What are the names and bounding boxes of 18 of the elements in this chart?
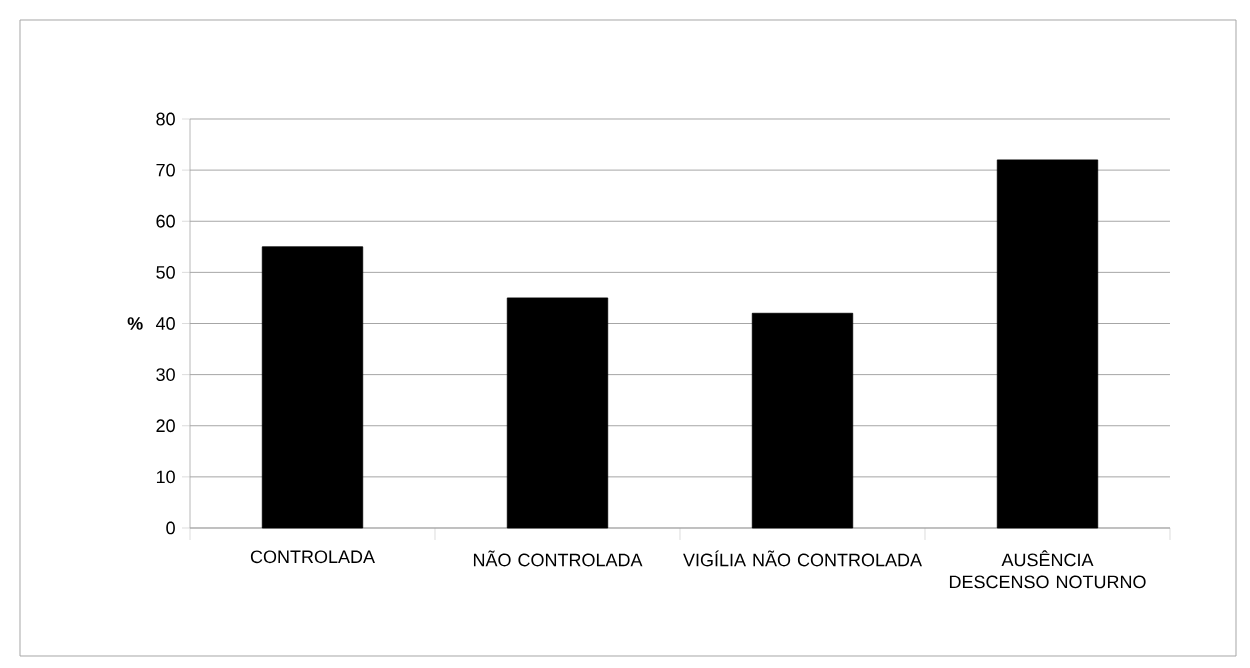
y-axis-title: % [127, 317, 143, 330]
x-tick-label: CONTROLADA [250, 550, 375, 564]
y-tick-label: 20 [156, 419, 175, 433]
x-tick-label: NÃO CONTROLADA [473, 550, 643, 567]
y-tick-label: 60 [156, 214, 175, 228]
x-tick-label: AUSÊNCIA DESCENSO NOTURNO [949, 550, 1146, 589]
y-tick-label: 30 [156, 368, 175, 381]
y-tick-label: 80 [156, 112, 175, 126]
y-tick-label: 40 [155, 317, 175, 330]
x-tick-label: VIGÍLIA NÃO CONTROLADA [683, 550, 922, 567]
y-tick-label: 50 [156, 265, 175, 279]
bar [506, 297, 609, 529]
bar [261, 246, 364, 529]
y-tick-label: 70 [156, 163, 175, 177]
bar [996, 159, 1099, 529]
bar [751, 312, 854, 529]
y-tick-label: 0 [166, 521, 175, 535]
y-tick-label: 10 [156, 470, 175, 484]
